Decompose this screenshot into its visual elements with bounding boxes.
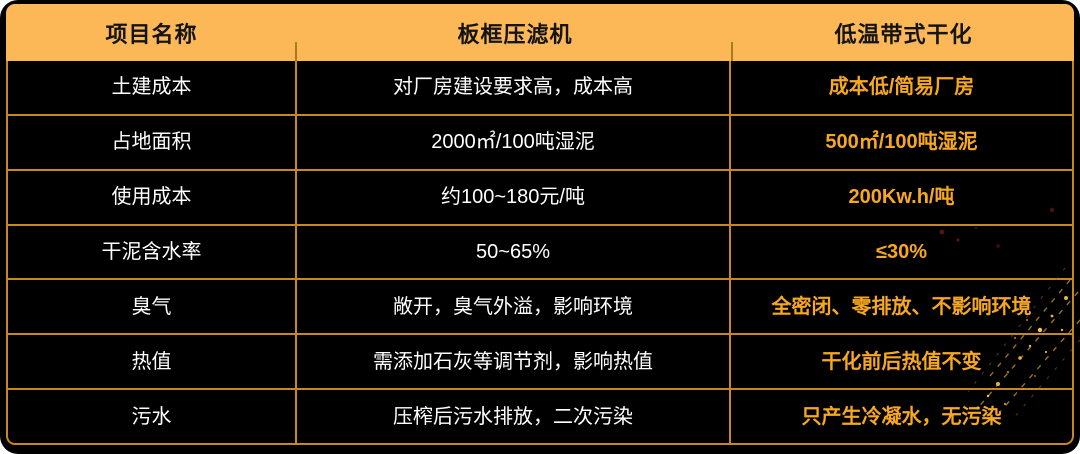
row-label: 臭气: [8, 280, 297, 334]
table-row-footprint: 占地面积 2000㎡/100吨湿泥 500㎡/100吨湿泥: [8, 115, 1072, 171]
header-column-divider: [295, 42, 297, 61]
row-label: 污水: [8, 390, 297, 444]
belt-drying-value: 500㎡/100吨湿泥: [825, 131, 978, 154]
belt-drying-value: ≤30%: [875, 241, 927, 263]
table-row-calorific-value: 热值 需添加石灰等调节剂，影响热值 干化前后热值不变: [8, 335, 1072, 391]
row-label: 热值: [8, 335, 297, 389]
filter-press-value: 对厂房建设要求高，成本高: [297, 61, 731, 114]
belt-drying-value: 全密闭、零排放、不影响环境: [771, 295, 1032, 318]
header-filter-press: 板框压滤机: [457, 21, 573, 47]
belt-drying-value: 干化前后热值不变: [821, 350, 982, 373]
header-project-name: 项目名称: [105, 21, 198, 47]
belt-drying-value: 200Kw.h/吨: [848, 186, 955, 209]
filter-press-value: 需添加石灰等调节剂，影响热值: [297, 335, 731, 389]
filter-press-value: 约100~180元/吨: [297, 170, 731, 224]
filter-press-value: 压榨后污水排放，二次污染: [297, 390, 731, 444]
filter-press-value: 2000㎡/100吨湿泥: [297, 115, 731, 169]
filter-press-value: 50~65%: [297, 225, 731, 279]
table-row-wastewater: 污水 压榨后污水排放，二次污染 只产生冷凝水，无污染: [8, 390, 1072, 444]
filter-press-value: 敞开，臭气外溢，影响环境: [297, 280, 731, 334]
table-header-row: 项目名称 板框压滤机 低温带式干化: [6, 4, 1074, 61]
header-column-divider: [731, 42, 733, 61]
belt-drying-value: 成本低/简易厂房: [828, 76, 975, 99]
row-label: 干泥含水率: [8, 225, 297, 279]
header-belt-drying: 低温带式干化: [834, 21, 973, 47]
row-label: 占地面积: [8, 115, 297, 169]
row-label: 使用成本: [8, 170, 297, 224]
table-row-operating-cost: 使用成本 约100~180元/吨 200Kw.h/吨: [8, 170, 1072, 226]
belt-drying-value: 只产生冷凝水，无污染: [801, 405, 1002, 428]
table-row-odor: 臭气 敞开，臭气外溢，影响环境 全密闭、零排放、不影响环境: [8, 280, 1072, 336]
row-label: 土建成本: [8, 61, 297, 114]
comparison-table: 土建成本 对厂房建设要求高，成本高 成本低/简易厂房 占地面积 2000㎡/10…: [6, 61, 1074, 445]
table-row-civil-cost: 土建成本 对厂房建设要求高，成本高 成本低/简易厂房: [8, 61, 1072, 116]
table-row-moisture: 干泥含水率 50~65% ≤30%: [8, 225, 1072, 281]
